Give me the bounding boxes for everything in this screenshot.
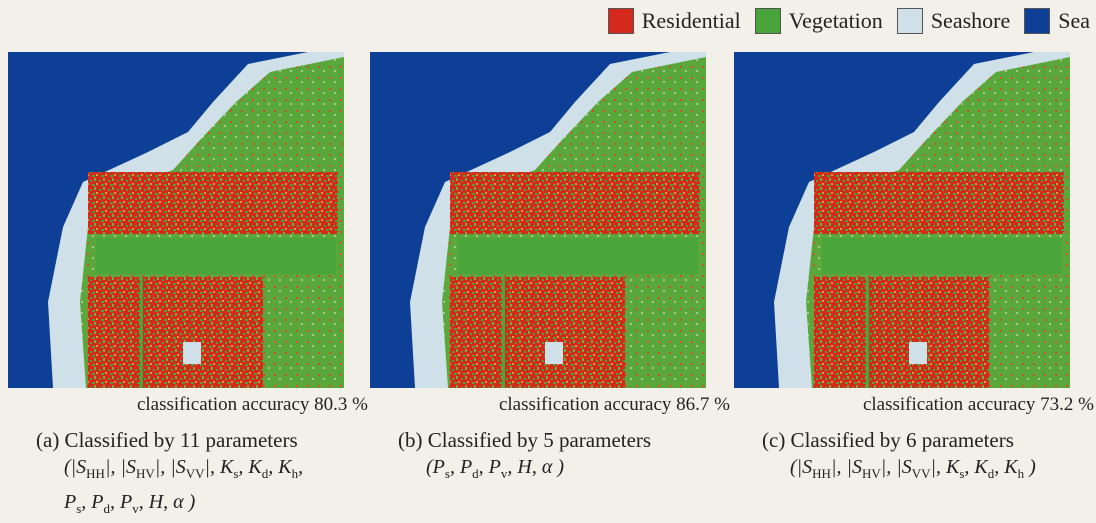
legend-label: Sea: [1058, 8, 1090, 34]
legend-swatch: [608, 8, 634, 34]
separator: ,: [298, 456, 303, 478]
separator: ,: [110, 456, 115, 478]
separator: ,: [139, 491, 144, 513]
param: |S: [120, 456, 136, 478]
legend-label: Vegetation: [789, 8, 883, 34]
parameters: Ps, Pd, Pv, H, α ): [64, 488, 344, 523]
param-sub: VV: [186, 466, 205, 481]
param: K: [278, 456, 291, 478]
legend-label: Seashore: [931, 8, 1010, 34]
caption: (a) Classified by 11 parameters: [36, 428, 344, 453]
classification-map: [8, 52, 344, 388]
separator: ,: [110, 491, 115, 513]
param-sub: VV: [912, 466, 931, 481]
parameters: (Ps, Pd, Pv, H, α ): [426, 453, 706, 488]
param: |S: [797, 456, 813, 478]
classification-map: [734, 52, 1070, 388]
paren: (: [790, 456, 797, 478]
paren: ): [189, 491, 196, 513]
separator: ,: [450, 456, 455, 478]
separator: ,: [964, 456, 969, 478]
separator: ,: [836, 456, 841, 478]
figure: Residential Vegetation Seashore Sea: [0, 0, 1096, 523]
separator: ,: [238, 456, 243, 478]
param-sub: HV: [862, 466, 881, 481]
param: H: [149, 491, 163, 513]
accuracy: classification accuracy 86.7 %: [370, 394, 730, 416]
separator: ,: [507, 456, 512, 478]
separator: ,: [81, 491, 86, 513]
separator: ,: [160, 456, 165, 478]
param: K: [248, 456, 261, 478]
parameters: (|SHH|, |SHV|, |SVV|, Ks, Kd, Kh ): [790, 453, 1070, 488]
legend-item: Sea: [1024, 8, 1090, 34]
param: H: [517, 456, 531, 478]
caption: (c) Classified by 6 parameters: [762, 428, 1070, 453]
param: K: [946, 456, 959, 478]
param-sub: HV: [136, 466, 155, 481]
panel: classification accuracy 80.3 %(a) Classi…: [8, 52, 344, 523]
param: K: [1004, 456, 1017, 478]
accuracy: classification accuracy 80.3 %: [8, 394, 368, 416]
legend-label: Residential: [642, 8, 741, 34]
legend-swatch: [1024, 8, 1050, 34]
panel: classification accuracy 86.7 %(b) Classi…: [370, 52, 706, 488]
paren: (: [426, 456, 433, 478]
param: P: [460, 456, 472, 478]
classification-map: [370, 52, 706, 388]
param: |S: [71, 456, 87, 478]
paren: ): [557, 456, 564, 478]
param: K: [220, 456, 233, 478]
param: P: [120, 491, 132, 513]
separator: ,: [994, 456, 999, 478]
panel: classification accuracy 73.2 %(c) Classi…: [734, 52, 1070, 488]
param: α: [542, 456, 553, 478]
param-sub: h: [1018, 466, 1025, 481]
caption: (b) Classified by 5 parameters: [398, 428, 706, 453]
param: P: [91, 491, 103, 513]
legend: Residential Vegetation Seashore Sea: [608, 8, 1090, 34]
legend-item: Seashore: [897, 8, 1010, 34]
separator: ,: [163, 491, 168, 513]
accuracy: classification accuracy 73.2 %: [734, 394, 1094, 416]
separator: ,: [532, 456, 537, 478]
param: P: [433, 456, 445, 478]
param: P: [489, 456, 501, 478]
param: P: [64, 491, 76, 513]
param: K: [974, 456, 987, 478]
legend-swatch: [755, 8, 781, 34]
separator: ,: [936, 456, 941, 478]
separator: ,: [886, 456, 891, 478]
separator: ,: [210, 456, 215, 478]
param-sub: HH: [812, 466, 831, 481]
param-sub: HH: [86, 466, 105, 481]
paren: (: [64, 456, 71, 478]
separator: ,: [479, 456, 484, 478]
param: |S: [846, 456, 862, 478]
param: |S: [170, 456, 186, 478]
param: α: [173, 491, 184, 513]
legend-item: Vegetation: [755, 8, 883, 34]
legend-item: Residential: [608, 8, 741, 34]
paren: ): [1029, 456, 1036, 478]
separator: ,: [268, 456, 273, 478]
param: |S: [896, 456, 912, 478]
legend-swatch: [897, 8, 923, 34]
parameters: (|SHH|, |SHV|, |SVV|, Ks, Kd, Kh,: [64, 453, 344, 488]
